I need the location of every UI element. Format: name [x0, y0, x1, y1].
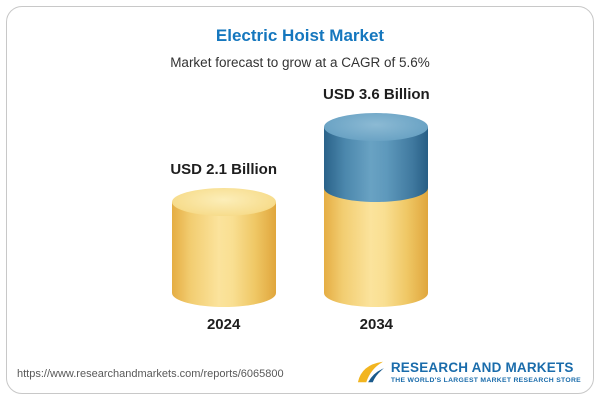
- research-and-markets-logo: RESEARCH AND MARKETS THE WORLD'S LARGEST…: [355, 359, 581, 385]
- chart-subtitle: Market forecast to grow at a CAGR of 5.6…: [170, 55, 430, 70]
- cylinder-2024-body: [171, 188, 276, 307]
- logo-tagline: THE WORLD'S LARGEST MARKET RESEARCH STOR…: [390, 376, 581, 384]
- logo-text-block: RESEARCH AND MARKETS THE WORLD'S LARGEST…: [391, 360, 581, 385]
- cylinder-2024-cap: [171, 188, 276, 216]
- bar-group-2034: USD 3.6 Billion 2034: [323, 86, 430, 336]
- chart-card: Electric Hoist Market Market forecast to…: [6, 6, 594, 394]
- bar-group-2024: USD 2.1 Billion 2024: [170, 161, 277, 336]
- cylinder-2034: [324, 113, 429, 307]
- cylinder-2034-base-segment: [324, 188, 429, 307]
- year-label-2034: 2034: [359, 316, 394, 333]
- value-label-2024: USD 2.1 Billion: [170, 161, 277, 178]
- cylinder-2034-cap: [324, 113, 429, 141]
- bar-chart: USD 2.1 Billion 2024 USD 3.6 Billion 203…: [7, 86, 593, 336]
- cylinder-2034-growth-segment: [324, 113, 429, 202]
- report-url: https://www.researchandmarkets.com/repor…: [17, 368, 284, 380]
- logo-mark-icon: [357, 361, 384, 383]
- value-label-2034: USD 3.6 Billion: [323, 86, 430, 103]
- year-label-2024: 2024: [206, 316, 241, 333]
- cylinder-2024: [171, 188, 276, 307]
- chart-title: Electric Hoist Market: [215, 26, 385, 45]
- logo-name: RESEARCH AND MARKETS: [390, 359, 574, 375]
